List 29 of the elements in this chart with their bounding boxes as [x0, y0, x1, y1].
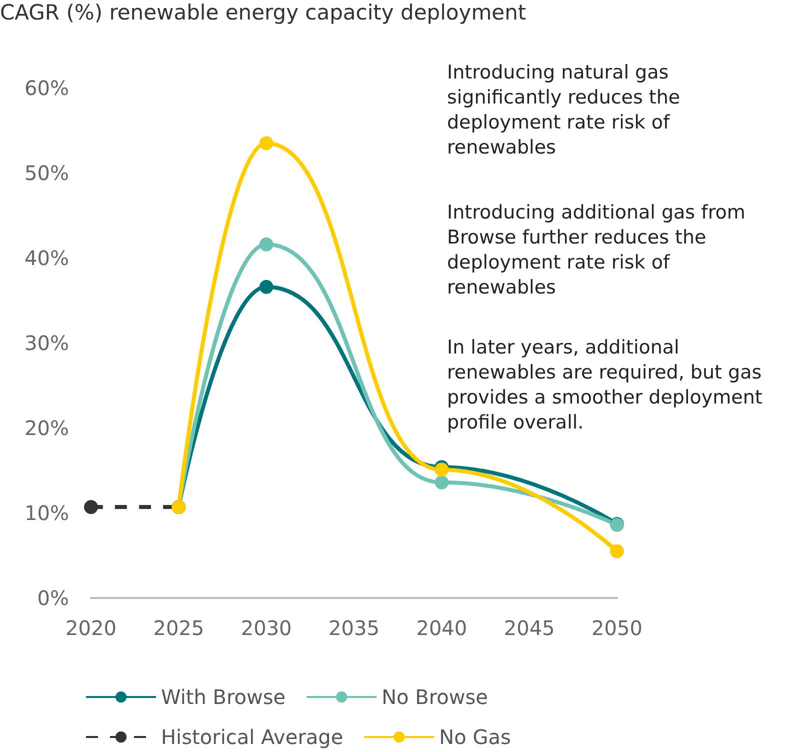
y-tick-label: 40% [24, 246, 69, 270]
x-tick-label: 2025 [153, 616, 204, 640]
x-tick-label: 2030 [240, 616, 292, 640]
chart-title: CAGR (%) renewable energy capacity deployment [0, 0, 526, 24]
legend-label: Historical Average [161, 725, 344, 749]
point [259, 237, 274, 252]
annotation: In later years, additional renewables are required, but gas provides a smoother deployment profile overall. [447, 336, 768, 434]
x-tick-label: 2040 [416, 616, 468, 640]
point [84, 500, 98, 514]
point [610, 544, 624, 558]
y-tick-label: 30% [24, 331, 69, 355]
y-tick-label: 10% [24, 501, 69, 525]
point [259, 136, 274, 150]
point [434, 462, 449, 477]
y-tick-label: 0% [37, 586, 69, 610]
x-tick-label: 2035 [328, 616, 380, 640]
legend-label: No Gas [439, 725, 511, 749]
x-tick-label: 2050 [592, 616, 642, 640]
legend-label: No Browse [382, 685, 488, 709]
point [434, 475, 449, 490]
annotation: Introducing natural gas significantly reduces the deployment rate risk of renewables [447, 62, 686, 158]
y-tick-label: 20% [24, 416, 69, 440]
x-tick-label: 2020 [66, 616, 116, 640]
y-tick-label: 60% [24, 76, 69, 100]
y-tick-label: 50% [24, 161, 69, 185]
point [259, 280, 274, 294]
annotation: Introducing additional gas from Browse further reduces the deployment rate risk of renewables [447, 202, 752, 298]
x-tick-label: 2045 [504, 616, 555, 640]
legend-label: With Browse [161, 685, 286, 709]
